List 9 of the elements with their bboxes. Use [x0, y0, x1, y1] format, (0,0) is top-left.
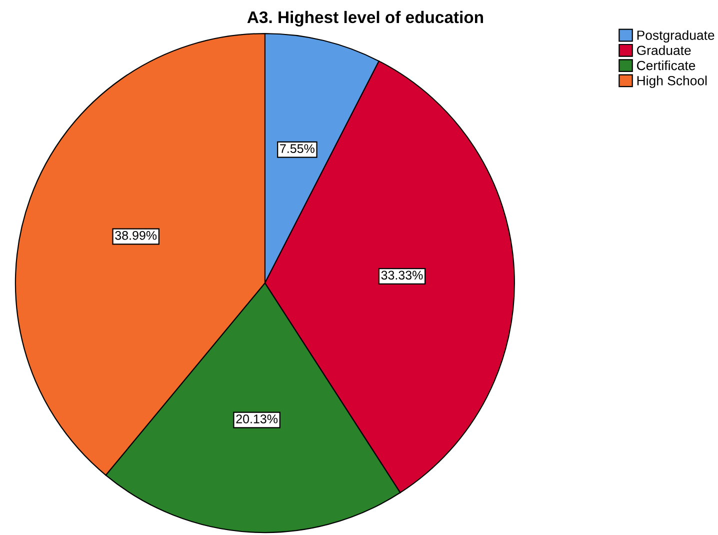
legend-label: Graduate: [636, 45, 691, 56]
data-label: 7.55%: [280, 144, 314, 153]
data-label: 20.13%: [236, 414, 278, 424]
data-label: 33.33%: [381, 270, 423, 280]
legend-label: High School: [637, 76, 707, 88]
legend-label: Postgraduate: [637, 30, 714, 43]
data-label: 38.99%: [115, 230, 157, 240]
chart-title: A3. Highest level of education: [247, 10, 483, 27]
legend-label: Certificate: [636, 60, 696, 70]
